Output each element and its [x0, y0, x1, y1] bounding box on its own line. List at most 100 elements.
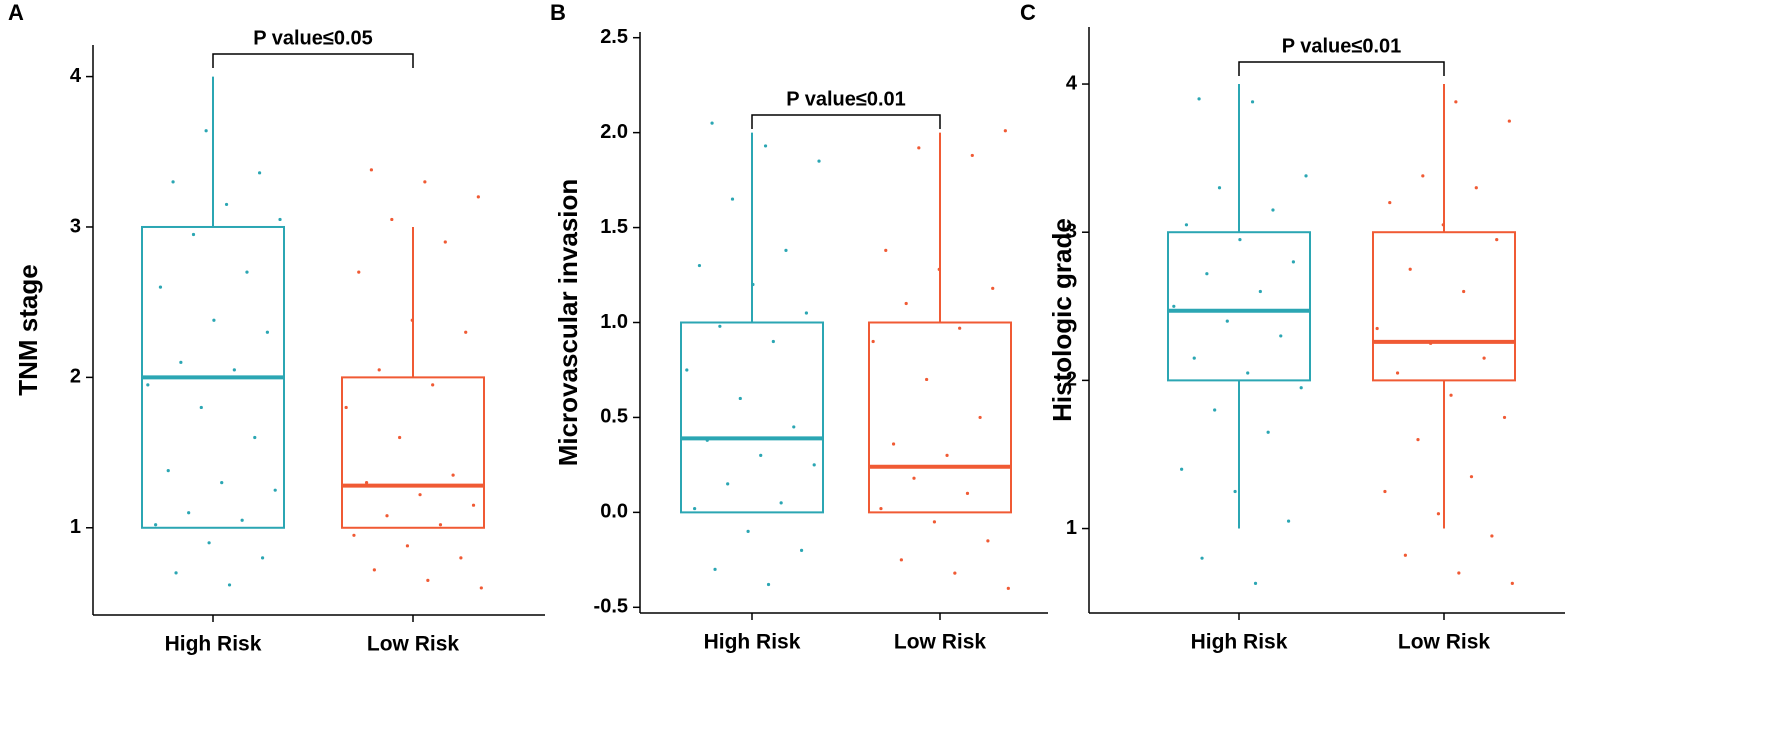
- jitter-point: [705, 438, 709, 442]
- jitter-point: [464, 330, 468, 334]
- y-tick-label: 4: [70, 65, 82, 87]
- jitter-point: [693, 506, 697, 511]
- jitter-point: [1388, 200, 1392, 205]
- jitter-point: [917, 146, 921, 150]
- box: [341, 376, 485, 529]
- jitter-point: [1180, 467, 1184, 471]
- y-tick-label: 3: [1066, 220, 1077, 242]
- jitter-point: [187, 511, 191, 515]
- jitter-point: [1200, 556, 1204, 560]
- jitter-point: [232, 368, 236, 372]
- jitter-point: [1266, 430, 1270, 434]
- jitter-point: [207, 541, 211, 545]
- jitter-point: [1454, 100, 1458, 104]
- jitter-point: [1253, 581, 1258, 585]
- jitter-point: [978, 415, 982, 420]
- jitter-point: [953, 571, 957, 575]
- jitter-point: [364, 481, 369, 485]
- jitter-point: [710, 121, 714, 125]
- jitter-point: [344, 405, 348, 410]
- jitter-point: [199, 405, 203, 410]
- jitter-point: [385, 514, 389, 518]
- jitter-point: [410, 318, 414, 322]
- jitter-point: [1429, 341, 1433, 345]
- jitter-point: [352, 533, 356, 537]
- jitter-point: [1286, 519, 1291, 523]
- x-tick-label: Low Risk: [1398, 631, 1491, 654]
- jitter-point: [1225, 319, 1229, 323]
- jitter-point: [1006, 586, 1010, 590]
- y-tick-label: 1: [1066, 517, 1077, 539]
- y-tick-label: 4: [1066, 72, 1078, 94]
- jitter-point: [991, 286, 995, 290]
- jitter-point: [369, 168, 373, 172]
- jitter-point: [1304, 174, 1308, 178]
- jitter-point: [204, 129, 208, 133]
- annotation: P value≤0.01: [786, 88, 906, 110]
- jitter-point: [146, 383, 150, 387]
- jitter-point: [1238, 238, 1242, 242]
- y-tick-label: 2.5: [600, 26, 628, 48]
- jitter-point: [871, 339, 875, 344]
- jitter-point: [191, 232, 196, 237]
- y-tick-label: 2: [1066, 369, 1077, 391]
- jitter-point: [784, 248, 788, 252]
- y-tick-label: 1: [70, 516, 81, 538]
- jitter-point: [945, 453, 949, 458]
- jitter-point: [1172, 304, 1176, 308]
- panel-label: A: [8, 0, 24, 25]
- jitter-point: [372, 568, 376, 572]
- jitter-point: [1279, 334, 1283, 338]
- jitter-point: [418, 493, 422, 497]
- jitter-point: [792, 425, 796, 429]
- jitter-point: [891, 442, 896, 446]
- jitter-point: [1192, 356, 1196, 360]
- jitter-point: [154, 523, 158, 527]
- jitter-point: [904, 301, 908, 306]
- jitter-point: [726, 482, 730, 486]
- y-tick-label: 1.0: [600, 311, 628, 333]
- jitter-point: [879, 506, 883, 511]
- jitter-point: [1184, 223, 1189, 227]
- jitter-point: [804, 311, 808, 315]
- jitter-point: [899, 558, 903, 562]
- jitter-point: [1246, 371, 1250, 375]
- panel-label: C: [1020, 0, 1036, 25]
- jitter-point: [390, 217, 394, 222]
- jitter-point: [1408, 267, 1412, 271]
- jitter-point: [398, 435, 402, 440]
- jitter-point: [1490, 534, 1494, 538]
- jitter-point: [212, 318, 216, 322]
- jitter-point: [476, 195, 480, 199]
- jitter-point: [1258, 289, 1262, 294]
- jitter-point: [1205, 272, 1209, 276]
- jitter-point: [697, 263, 702, 268]
- jitter-point: [171, 180, 175, 184]
- x-tick-label: High Risk: [1191, 631, 1288, 654]
- y-axis-title: Microvascular invasion: [553, 179, 583, 467]
- jitter-point: [779, 501, 783, 505]
- annotation: P value≤0.05: [253, 27, 373, 49]
- jitter-point: [224, 202, 229, 207]
- bracket: [751, 114, 941, 129]
- jitter-point: [1457, 571, 1461, 575]
- jitter-point: [1383, 489, 1387, 494]
- jitter-point: [1495, 238, 1499, 242]
- y-tick-label: 0.0: [600, 501, 628, 523]
- box: [680, 321, 824, 514]
- jitter-point: [718, 324, 722, 328]
- jitter-point: [799, 548, 804, 552]
- jitter-point: [1003, 129, 1007, 133]
- jitter-point: [265, 330, 269, 334]
- jitter-point: [253, 435, 257, 440]
- jitter-point: [1416, 438, 1420, 442]
- jitter-point: [443, 240, 447, 244]
- jitter-point: [1510, 581, 1514, 585]
- jitter-point: [1233, 489, 1237, 494]
- jitter-point: [771, 339, 775, 344]
- jitter-point: [257, 171, 262, 175]
- jitter-point: [730, 197, 735, 201]
- jitter-point: [245, 270, 249, 274]
- jitter-point: [158, 285, 163, 289]
- jitter-point: [227, 583, 232, 587]
